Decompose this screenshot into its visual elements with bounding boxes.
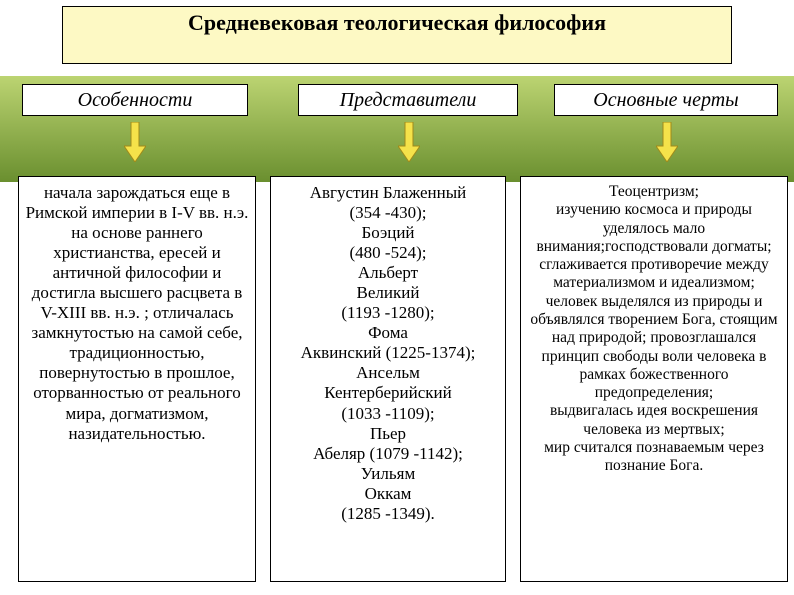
main-title: Средневековая теологическая философия	[62, 6, 732, 64]
content-features: начала зарождаться еще в Римской империи…	[18, 176, 256, 582]
arrow-down-icon	[398, 122, 420, 162]
column-header-features: Особенности	[22, 84, 248, 116]
arrow-down-icon	[656, 122, 678, 162]
content-representatives: Августин Блаженный (354 -430); Боэций (4…	[270, 176, 506, 582]
column-header-representatives: Представители	[298, 84, 518, 116]
column-header-traits: Основные черты	[554, 84, 778, 116]
content-traits: Теоцентризм; изучению космоса и природы …	[520, 176, 788, 582]
arrow-down-icon	[124, 122, 146, 162]
